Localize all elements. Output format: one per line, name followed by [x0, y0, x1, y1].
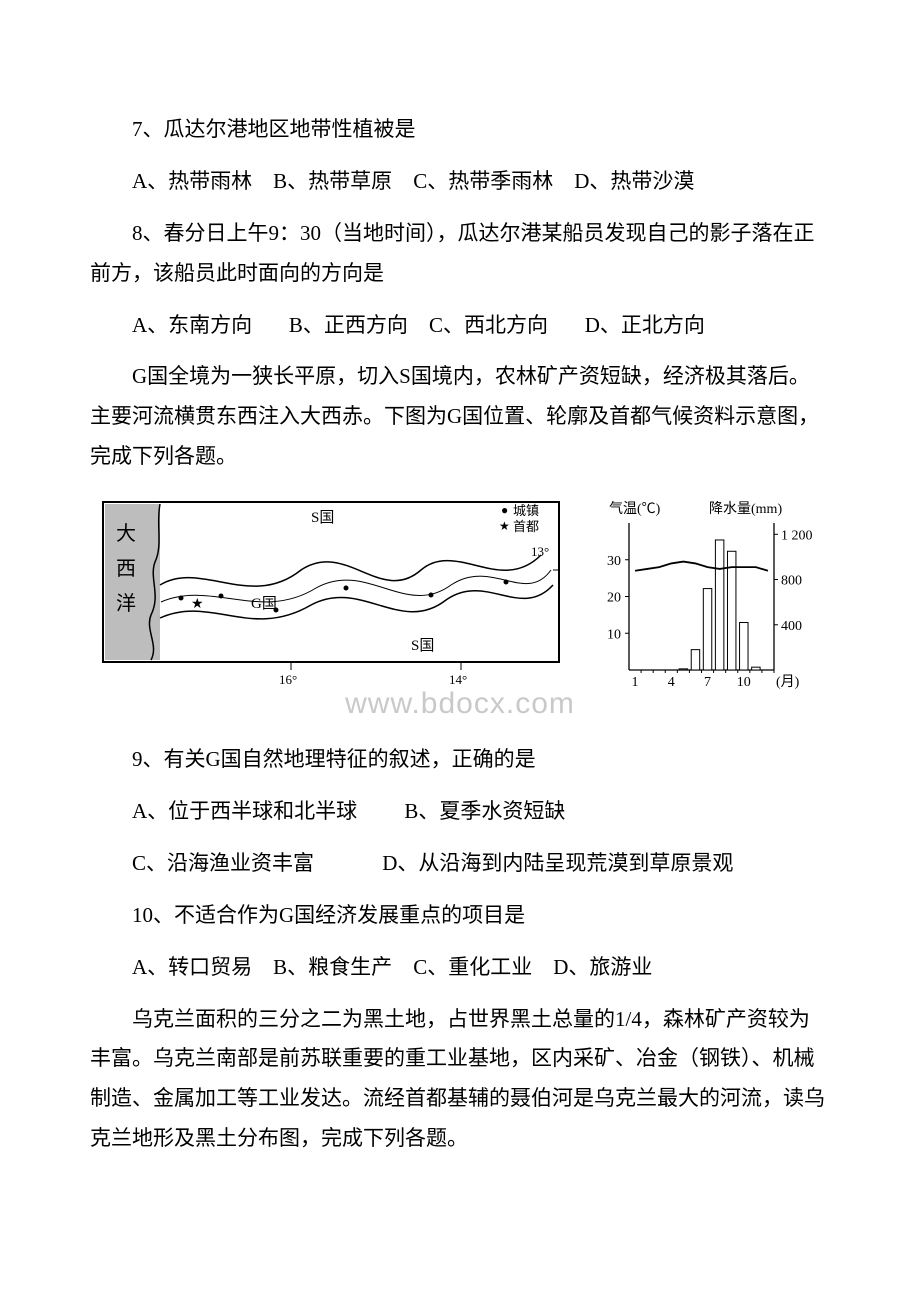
q8-b: B、正西方向: [289, 313, 408, 337]
svg-text:降水量(mm): 降水量(mm): [709, 501, 782, 517]
figure-block: 大西洋S国S国G国★13°16°14°●城镇★首都 气温(℃)降水量(mm)10…: [90, 495, 830, 695]
q7-a: A、热带雨林: [132, 169, 252, 193]
q7-d: D、热带沙漠: [574, 169, 694, 193]
svg-text:1: 1: [632, 675, 639, 690]
q8-c: C、西北方向: [429, 313, 548, 337]
svg-text:30: 30: [607, 554, 621, 569]
svg-text:G国: G国: [251, 595, 277, 612]
svg-text:(月): (月): [776, 674, 800, 690]
q10-options: A、转口贸易 B、粮食生产 C、重化工业 D、旅游业: [90, 948, 830, 988]
passage-u: 乌克兰面积的三分之二为黑土地，占世界黑土总量的1/4，森林矿产资较为丰富。乌克兰…: [90, 1000, 830, 1160]
svg-text:S国: S国: [311, 509, 334, 526]
svg-text:13°: 13°: [531, 544, 549, 559]
svg-text:大: 大: [116, 522, 136, 545]
passage-g: G国全境为一狭长平原，切入S国境内，农林矿产资短缺，经济极其落后。主要河流横贯东…: [90, 357, 830, 477]
svg-text:西: 西: [116, 558, 136, 580]
q8-options: A、东南方向 B、正西方向 C、西北方向 D、正北方向: [90, 306, 830, 346]
svg-text:首都: 首都: [513, 519, 539, 534]
svg-text:10: 10: [607, 627, 621, 642]
svg-text:S国: S国: [411, 637, 434, 654]
q9-d: D、从沿海到内陆呈现荒漠到草原景观: [382, 851, 733, 875]
svg-text:1 200: 1 200: [781, 528, 813, 543]
svg-text:城镇: 城镇: [513, 503, 539, 518]
q9-text: 9、有关G国自然地理特征的叙述，正确的是: [90, 740, 830, 780]
q10-b: B、粮食生产: [273, 955, 392, 979]
svg-text:★: ★: [191, 597, 204, 612]
q7-c: C、热带季雨林: [413, 169, 553, 193]
q7-text: 7、瓜达尔港地区地带性植被是: [90, 110, 830, 150]
q8-text: 8、春分日上午9：30（当地时间），瓜达尔港某船员发现自己的影子落在正前方，该船…: [90, 214, 830, 294]
q10-d: D、旅游业: [553, 955, 652, 979]
q9-b: B、夏季水资短缺: [404, 799, 565, 823]
svg-text:●: ●: [501, 503, 508, 517]
climate-chart: 气温(℃) 降水量(mm) 10 20 30 400 800 1 200 1 4 7 10 (月): [589, 495, 819, 695]
q7-options: A、热带雨林 B、热带草原 C、热带季雨林 D、热带沙漠: [90, 162, 830, 202]
q8-d: D、正北方向: [585, 313, 705, 337]
q8-a: A、东南方向: [132, 313, 252, 337]
svg-text:400: 400: [781, 619, 802, 634]
q9-a: A、位于西半球和北半球: [132, 799, 357, 823]
svg-text:4: 4: [668, 675, 675, 690]
q7-b: B、热带草原: [273, 169, 392, 193]
q10-text: 10、不适合作为G国经济发展重点的项目是: [90, 896, 830, 936]
svg-text:10: 10: [737, 675, 751, 690]
svg-text:16°: 16°: [279, 672, 297, 687]
map-figure: 大西洋S国S国G国★13°16°14°●城镇★首都: [101, 500, 561, 690]
q10-a: A、转口贸易: [132, 955, 252, 979]
q9-options-1: A、位于西半球和北半球 B、夏季水资短缺: [90, 792, 830, 832]
q10-c: C、重化工业: [413, 955, 532, 979]
q9-c: C、沿海渔业资丰富: [132, 851, 314, 875]
svg-text:20: 20: [607, 591, 621, 606]
svg-text:★: ★: [499, 519, 510, 533]
svg-text:气温(℃): 气温(℃): [609, 501, 661, 517]
q9-options-2: C、沿海渔业资丰富 D、从沿海到内陆呈现荒漠到草原景观: [90, 844, 830, 884]
svg-text:洋: 洋: [116, 592, 136, 615]
svg-text:800: 800: [781, 574, 802, 589]
svg-text:7: 7: [704, 675, 711, 690]
